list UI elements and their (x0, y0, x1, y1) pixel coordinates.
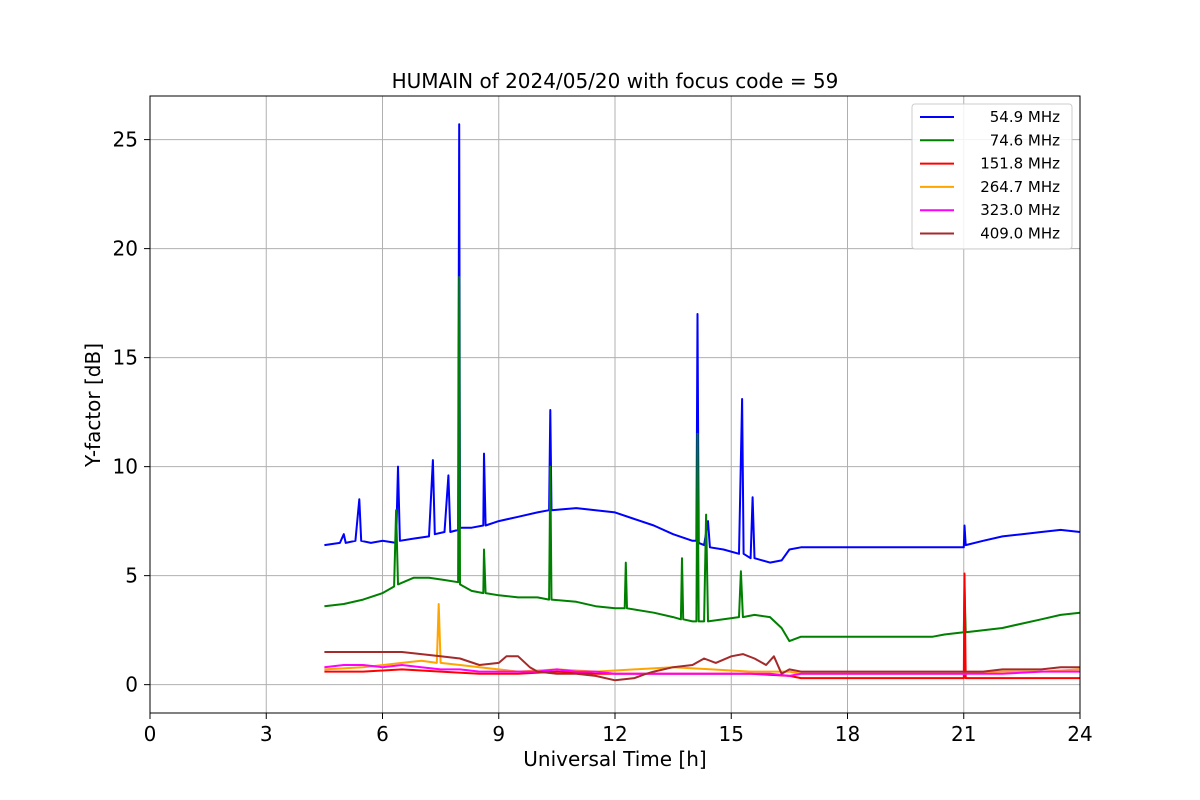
axis-ticks: 0 3 6 9 12 15 18 21 24 0 5 10 15 20 25 (113, 128, 1093, 746)
legend: 54.9 MHz 74.6 MHz 151.8 MHz 264.7 MHz 323.0 … (911, 103, 1073, 250)
x-tick-label: 6 (376, 722, 389, 746)
x-tick-label: 0 (144, 722, 157, 746)
legend-entry-label: 54.9 MHz (990, 108, 1060, 126)
legend-entry-label: 151.8 MHz (980, 155, 1060, 173)
y-axis-label: Y-factor [dB] (81, 343, 105, 468)
chart-title: HUMAIN of 2024/05/20 with focus code = 5… (392, 69, 839, 93)
y-tick-label: 5 (125, 564, 138, 588)
x-axis-label: Universal Time [h] (523, 747, 706, 771)
legend-entry-label: 74.6 MHz (990, 131, 1060, 149)
x-tick-label: 3 (260, 722, 273, 746)
y-tick-label: 0 (125, 673, 138, 697)
y-tick-label: 25 (113, 128, 138, 152)
series-line-1 (324, 123, 1081, 564)
y-tick-label: 15 (113, 346, 138, 370)
x-tick-label: 21 (951, 722, 976, 746)
x-tick-label: 18 (835, 722, 860, 746)
series-lines (324, 123, 1081, 682)
legend-entry-label: 323.0 MHz (980, 201, 1060, 219)
x-tick-label: 24 (1067, 722, 1092, 746)
series-line-5 (324, 664, 1080, 677)
y-tick-label: 20 (113, 237, 138, 261)
series-line-2 (324, 276, 1081, 643)
x-tick-label: 15 (719, 722, 744, 746)
x-tick-label: 12 (602, 722, 627, 746)
y-tick-label: 10 (113, 455, 138, 479)
series-line-6 (324, 651, 1080, 682)
legend-entry-label: 264.7 MHz (980, 178, 1060, 196)
series-line-4 (324, 603, 1081, 675)
x-tick-label: 9 (492, 722, 505, 746)
legend-entry-label: 409.0 MHz (980, 225, 1060, 243)
